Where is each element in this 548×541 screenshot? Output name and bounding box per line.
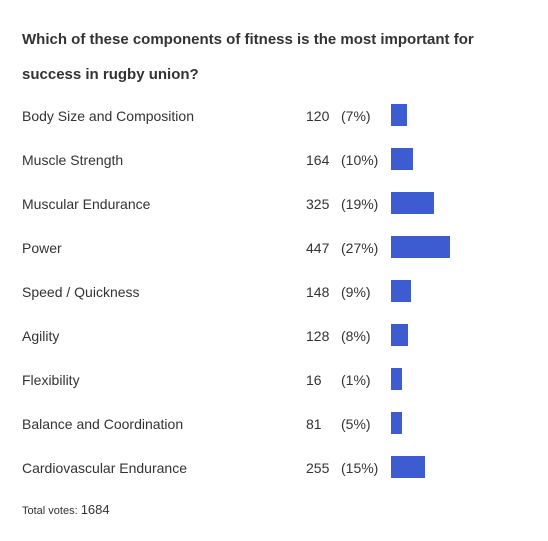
option-label: Speed / Quickness (22, 284, 140, 300)
vote-bar (391, 148, 413, 170)
vote-bar (391, 412, 402, 434)
vote-percent: (5%) (341, 416, 371, 432)
poll-results: Body Size and Composition 120 (7%) Muscle S… (0, 93, 548, 489)
vote-bar (391, 104, 407, 126)
vote-bar (391, 236, 450, 258)
poll-option-row: Speed / Quickness 148 (9%) (0, 269, 548, 313)
poll-option-row: Agility 128 (8%) (0, 313, 548, 357)
vote-count: 447 (306, 240, 330, 256)
vote-percent: (27%) (341, 240, 379, 256)
vote-count: 255 (306, 460, 330, 476)
vote-count: 148 (306, 284, 330, 300)
vote-count: 120 (306, 108, 330, 124)
option-label: Body Size and Composition (22, 108, 194, 124)
vote-percent: (8%) (341, 328, 371, 344)
vote-percent: (1%) (341, 372, 371, 388)
total-votes-value: 1684 (80, 502, 110, 517)
poll-option-row: Balance and Coordination 81 (5%) (0, 401, 548, 445)
option-label: Cardiovascular Endurance (22, 460, 187, 476)
vote-percent: (19%) (341, 196, 379, 212)
poll-option-row: Cardiovascular Endurance 255 (15%) (0, 445, 548, 489)
vote-percent: (7%) (341, 108, 371, 124)
option-label: Muscular Endurance (22, 196, 151, 212)
option-label: Power (22, 240, 62, 256)
vote-count: 164 (306, 152, 330, 168)
option-label: Balance and Coordination (22, 416, 184, 432)
option-label: Muscle Strength (22, 152, 124, 168)
poll-option-row: Muscle Strength 164 (10%) (0, 137, 548, 181)
vote-percent: (9%) (341, 284, 371, 300)
vote-bar (391, 192, 434, 214)
poll-question: Which of these components of fitness is … (22, 31, 474, 83)
vote-count: 325 (306, 196, 330, 212)
vote-count: 81 (306, 416, 322, 432)
poll-option-row: Power 447 (27%) (0, 225, 548, 269)
vote-count: 128 (306, 328, 330, 344)
total-votes: Total votes: 1684 (22, 502, 110, 519)
vote-percent: (15%) (341, 460, 379, 476)
vote-count: 16 (306, 372, 322, 388)
vote-bar (391, 280, 411, 302)
vote-percent: (10%) (341, 152, 379, 168)
vote-bar (391, 456, 425, 478)
option-label: Agility (22, 328, 60, 344)
vote-bar (391, 324, 408, 346)
poll-option-row: Flexibility 16 (1%) (0, 357, 548, 401)
vote-bar (391, 368, 402, 390)
poll-option-row: Muscular Endurance 325 (19%) (0, 181, 548, 225)
option-label: Flexibility (22, 372, 80, 388)
total-votes-label: Total votes: (22, 505, 78, 517)
poll-option-row: Body Size and Composition 120 (7%) (0, 93, 548, 137)
